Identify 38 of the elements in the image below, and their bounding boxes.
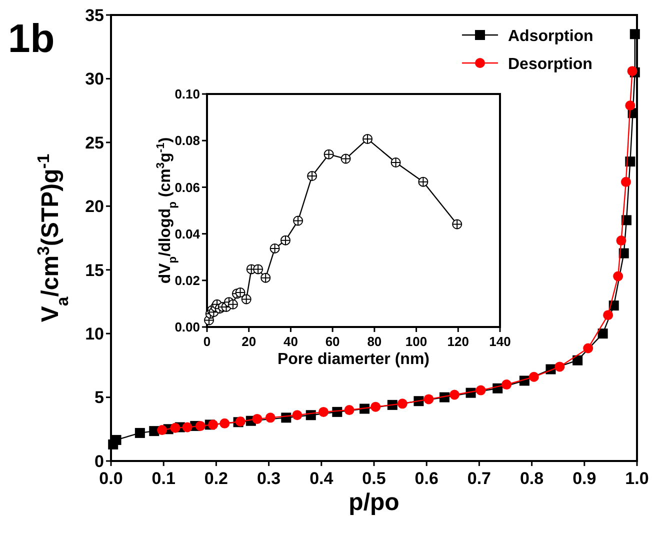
x-tick-label: 60 <box>325 334 340 349</box>
y-tick-label: 20 <box>85 197 104 216</box>
y-tick-label: 35 <box>85 6 104 25</box>
y-tick-label: 0.10 <box>174 86 200 102</box>
y-tick-label: 0.04 <box>174 226 201 242</box>
x-tick-label: 0.0 <box>99 469 123 488</box>
x-tick-label: 0.1 <box>152 469 176 488</box>
y-tick-label: 25 <box>85 133 104 152</box>
x-tick-label: 0.4 <box>310 469 334 488</box>
x-tick-label: 0.7 <box>467 469 492 488</box>
x-axis-title: p/po <box>348 489 400 516</box>
legend-label: Desorption <box>508 56 592 73</box>
x-tick-label: 20 <box>242 334 256 349</box>
y-tick-label: 10 <box>85 324 104 344</box>
x-tick-label: 100 <box>405 334 428 349</box>
y-tick-label: 30 <box>85 70 104 89</box>
y-tick-label: 0 <box>94 452 104 471</box>
y-tick-label: 5 <box>94 388 104 408</box>
x-axis-title: Pore diamerter (nm) <box>277 351 430 368</box>
legend-label: Adsorption <box>508 28 594 45</box>
y-tick-label: 0.00 <box>174 320 200 335</box>
y-tick-label: 0.02 <box>174 272 200 288</box>
x-tick-label: 0.6 <box>414 469 438 488</box>
x-tick-label: 0.2 <box>204 469 228 488</box>
text: 1b <box>8 17 55 61</box>
y-tick-label: 15 <box>85 260 104 280</box>
y-tick-label: 0.06 <box>174 180 200 195</box>
x-tick-label: 0.8 <box>520 469 544 488</box>
x-tick-label: 0.3 <box>256 469 281 488</box>
x-tick-label: 120 <box>447 334 469 349</box>
x-tick-label: 80 <box>367 334 382 349</box>
x-tick-label: 1.0 <box>625 469 649 488</box>
y-tick-label: 0.08 <box>174 133 200 148</box>
x-tick-label: 0.5 <box>362 469 386 488</box>
x-tick-label: 0 <box>203 334 211 349</box>
x-tick-label: 140 <box>489 334 511 349</box>
x-tick-label: 40 <box>283 334 298 349</box>
x-tick-label: 0.9 <box>572 469 596 488</box>
